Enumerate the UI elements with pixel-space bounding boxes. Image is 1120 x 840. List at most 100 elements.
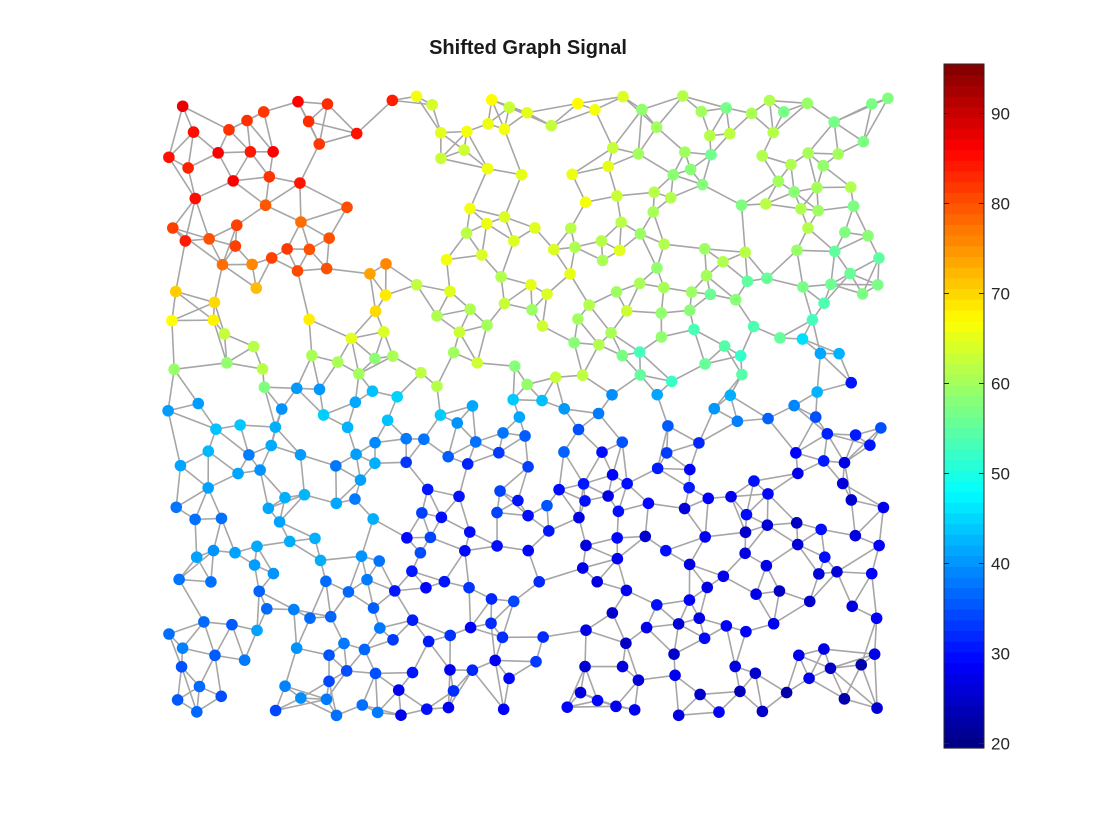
graph-edge bbox=[843, 664, 862, 700]
graph-node bbox=[580, 624, 592, 637]
graph-node bbox=[632, 674, 645, 686]
graph-node bbox=[658, 238, 670, 250]
graph-edge bbox=[300, 454, 337, 467]
graph-edge bbox=[347, 555, 363, 593]
graph-edge bbox=[740, 205, 746, 253]
graph-node bbox=[482, 117, 494, 130]
graph-edge bbox=[823, 272, 851, 304]
graph-edge bbox=[220, 518, 236, 554]
graph-edge bbox=[860, 664, 878, 709]
graph-edge bbox=[862, 103, 873, 142]
graph-node bbox=[254, 464, 266, 476]
graph-node bbox=[702, 492, 715, 505]
graph-edge bbox=[785, 655, 800, 693]
graph-edge bbox=[308, 120, 357, 135]
graph-edge bbox=[300, 697, 337, 717]
graph-node bbox=[377, 326, 390, 338]
colorbar-band bbox=[944, 523, 984, 535]
graph-edge bbox=[325, 581, 332, 617]
graph-edge bbox=[214, 655, 223, 697]
colorbar-band bbox=[944, 363, 984, 375]
graph-node bbox=[341, 421, 354, 434]
graph-edge bbox=[167, 410, 217, 430]
graph-edge bbox=[289, 540, 321, 562]
graph-node bbox=[358, 643, 371, 656]
graph-node bbox=[215, 512, 228, 525]
graph-node bbox=[717, 570, 730, 583]
graph-node bbox=[564, 222, 577, 235]
graph-node bbox=[602, 490, 614, 502]
graph-node bbox=[761, 519, 774, 531]
graph-edge bbox=[833, 121, 864, 143]
graph-edge bbox=[551, 109, 596, 127]
graph-node bbox=[463, 581, 475, 594]
graph-edge bbox=[175, 290, 214, 321]
graph-node bbox=[788, 399, 800, 412]
graph-node bbox=[536, 320, 549, 332]
graph-node bbox=[313, 138, 326, 150]
graph-node bbox=[202, 482, 214, 494]
graph-node bbox=[806, 314, 819, 326]
colorbar-tick-label: 40 bbox=[991, 555, 1010, 574]
graph-node bbox=[813, 568, 825, 580]
graph-edge bbox=[490, 623, 496, 661]
graph-node bbox=[522, 544, 535, 557]
graph-node bbox=[369, 305, 382, 318]
graph-edge bbox=[350, 338, 360, 375]
graph-edge bbox=[203, 621, 216, 656]
graph-node bbox=[494, 485, 506, 497]
graph-node bbox=[695, 105, 708, 118]
graph-node bbox=[633, 277, 646, 290]
graph-node bbox=[871, 702, 883, 714]
graph-node bbox=[571, 97, 584, 110]
graph-edge bbox=[232, 180, 267, 206]
colorbar-band bbox=[944, 331, 984, 343]
graph-node bbox=[566, 168, 578, 181]
graph-edge bbox=[458, 496, 471, 533]
colorbar-band bbox=[944, 277, 984, 290]
colorbar-band bbox=[944, 609, 984, 621]
graph-node bbox=[246, 258, 258, 271]
graph-node bbox=[642, 497, 655, 510]
graph-edge bbox=[830, 283, 878, 286]
graph-node bbox=[489, 654, 501, 667]
graph-node bbox=[632, 148, 645, 160]
graph-edge bbox=[765, 543, 799, 567]
graph-edge bbox=[476, 325, 488, 363]
graph-node bbox=[447, 346, 460, 359]
graph-node bbox=[873, 252, 885, 264]
graph-node bbox=[616, 349, 629, 362]
graph-node bbox=[662, 420, 674, 432]
graph-node bbox=[610, 700, 622, 713]
graph-node bbox=[838, 693, 851, 705]
graph-edge bbox=[372, 518, 408, 539]
graph-node bbox=[610, 286, 623, 298]
graph-edge bbox=[168, 621, 205, 635]
graph-node bbox=[521, 106, 533, 119]
graph-node bbox=[870, 612, 883, 625]
graph-edge bbox=[175, 290, 215, 304]
graph-node bbox=[355, 550, 368, 562]
graph-node bbox=[485, 94, 498, 106]
graph-edge bbox=[671, 363, 706, 383]
graph-node bbox=[847, 200, 860, 212]
graph-node bbox=[568, 336, 580, 349]
graph-node bbox=[553, 483, 565, 496]
graph-node bbox=[817, 455, 830, 467]
graph-edge bbox=[584, 666, 599, 701]
graph-node bbox=[267, 146, 279, 158]
graph-node bbox=[508, 235, 520, 247]
graph-node bbox=[693, 437, 705, 449]
colorbar-band bbox=[944, 320, 984, 332]
graph-node bbox=[602, 160, 615, 173]
graph-edge bbox=[698, 420, 738, 444]
graph-edge bbox=[807, 121, 835, 154]
colorbar-band bbox=[944, 395, 984, 407]
colorbar-band bbox=[944, 459, 984, 471]
graph-node bbox=[844, 267, 856, 280]
graph-node bbox=[338, 637, 350, 650]
graph-node bbox=[519, 430, 531, 442]
graph-edge bbox=[657, 467, 690, 489]
graph-node bbox=[833, 347, 845, 360]
graph-node bbox=[640, 621, 653, 634]
